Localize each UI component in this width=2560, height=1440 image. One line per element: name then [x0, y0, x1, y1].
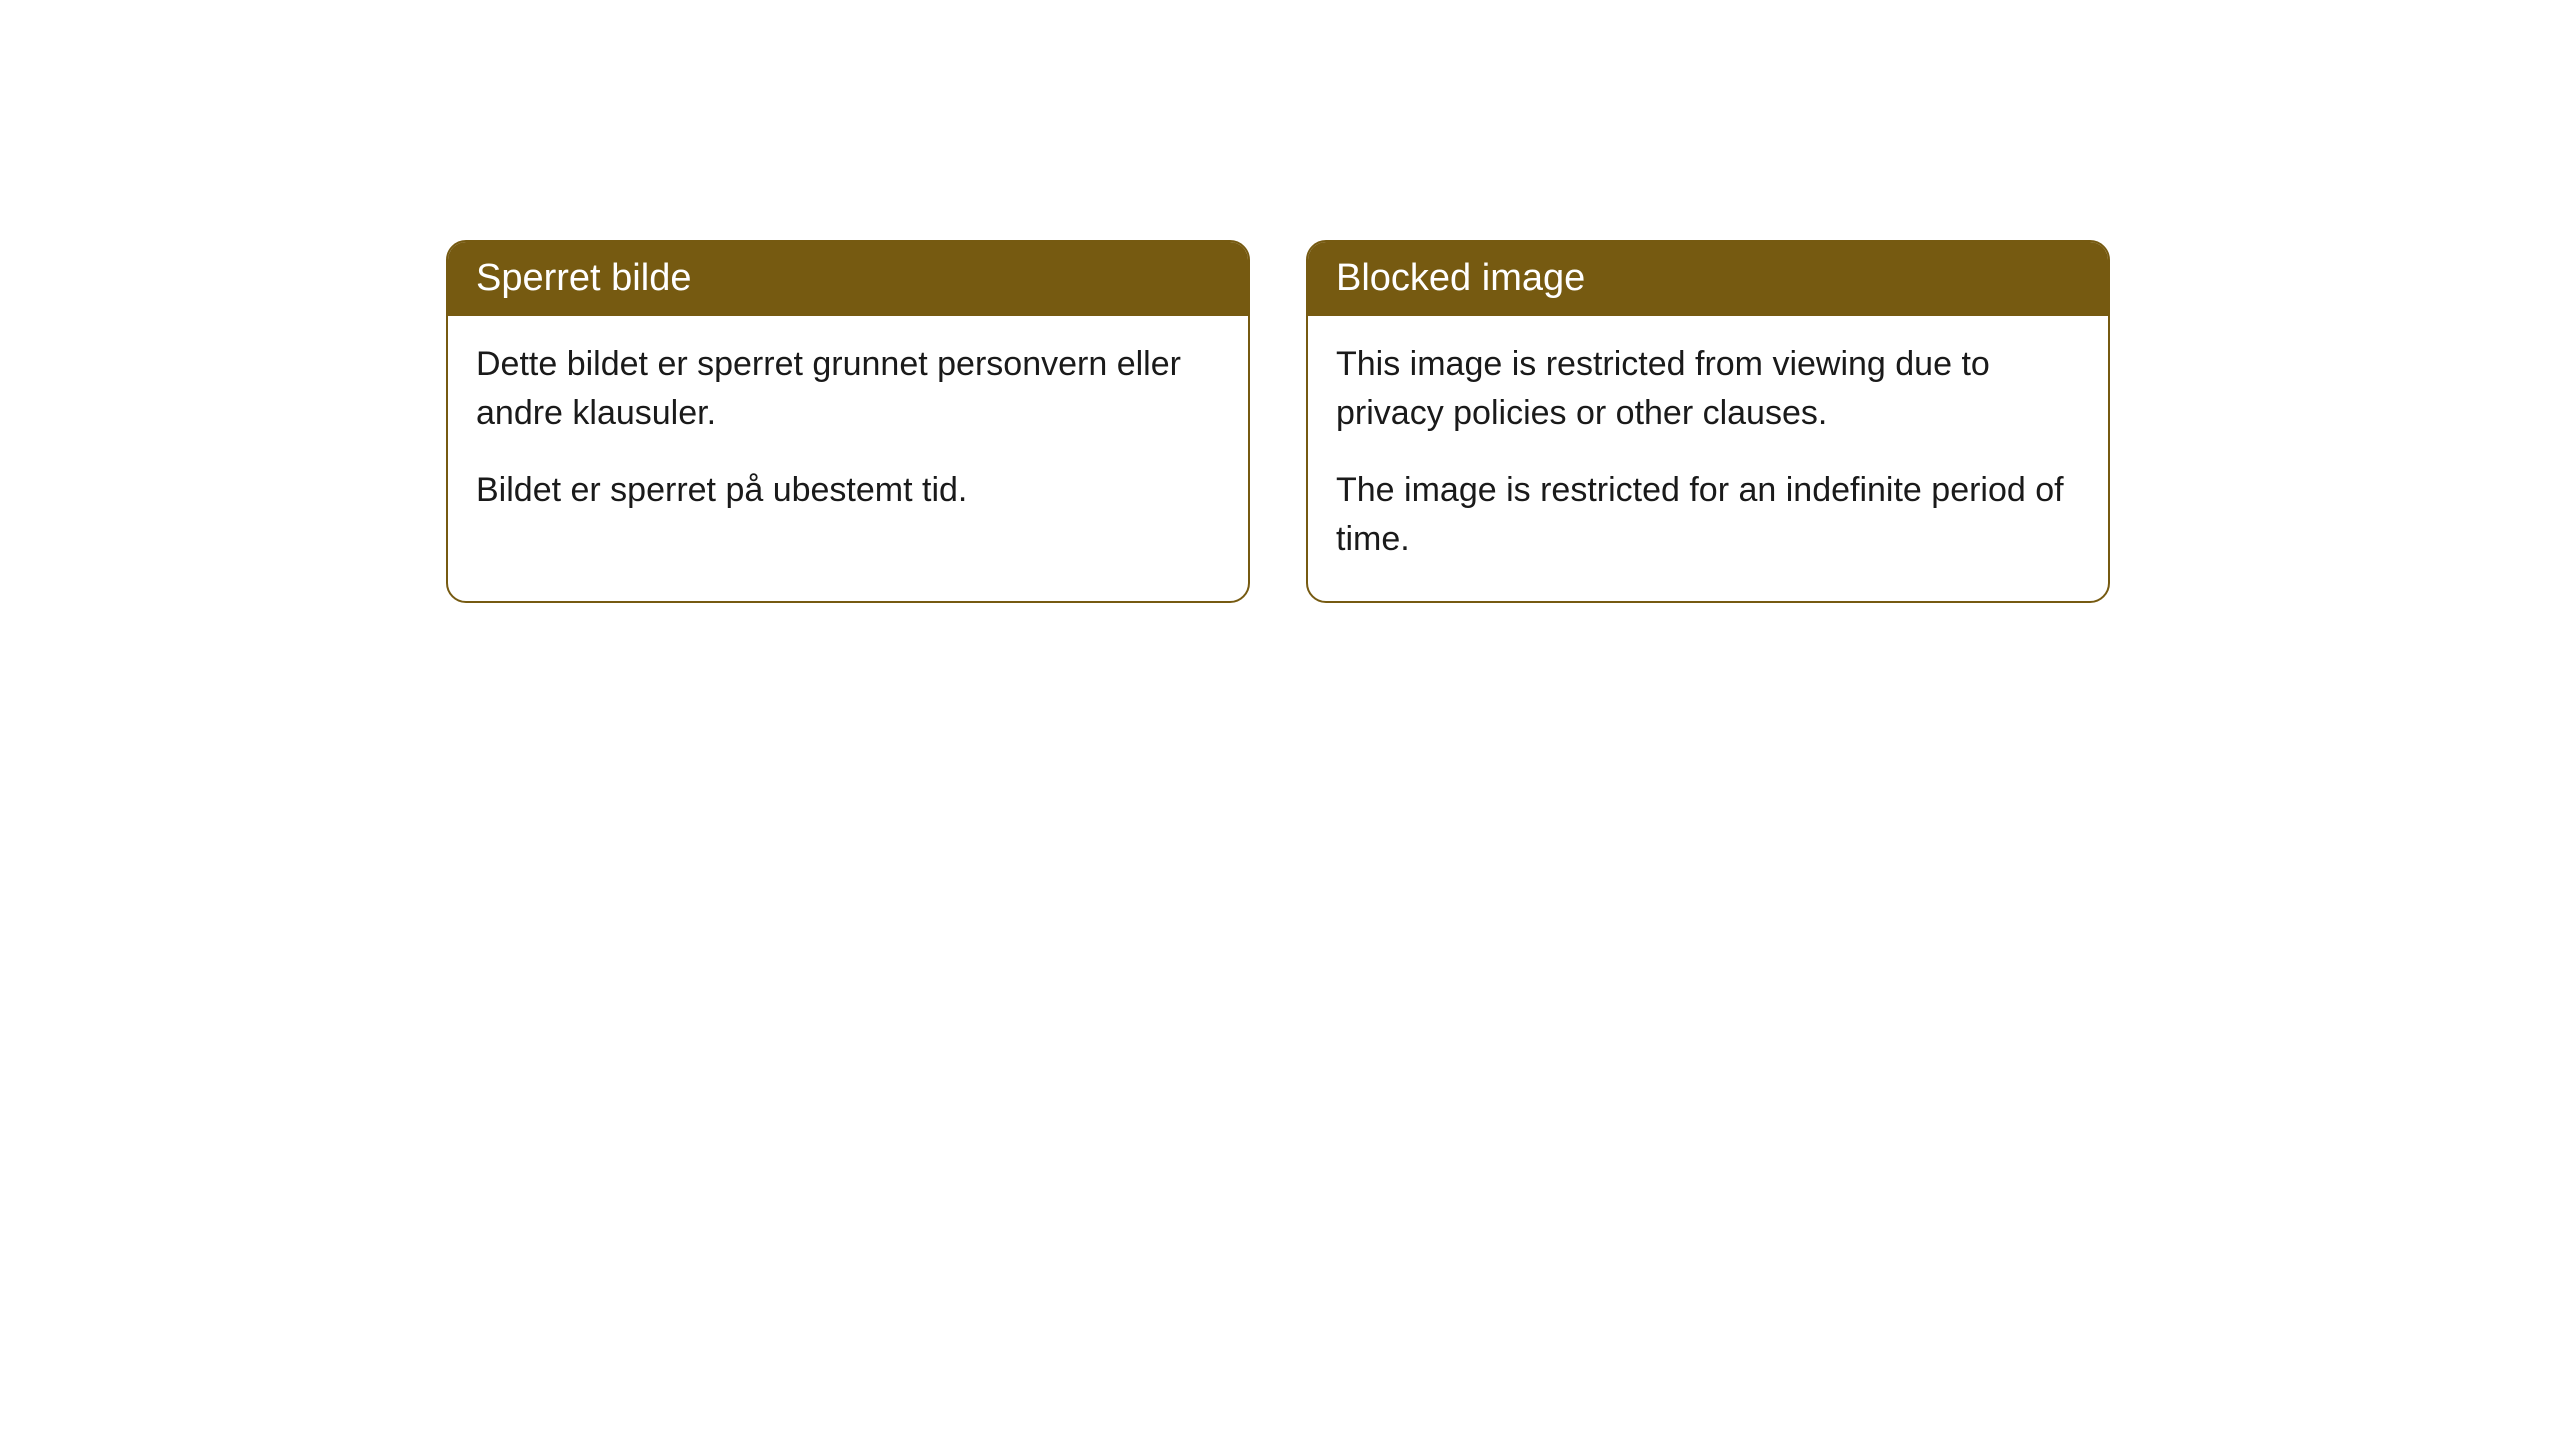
card-para1-english: This image is restricted from viewing du… — [1336, 340, 2080, 439]
card-para1-norwegian: Dette bildet er sperret grunnet personve… — [476, 340, 1220, 439]
card-body-english: This image is restricted from viewing du… — [1308, 316, 2108, 601]
card-body-norwegian: Dette bildet er sperret grunnet personve… — [448, 316, 1248, 552]
card-title-norwegian: Sperret bilde — [448, 242, 1248, 316]
card-para2-norwegian: Bildet er sperret på ubestemt tid. — [476, 466, 1220, 515]
notice-container: Sperret bilde Dette bildet er sperret gr… — [0, 0, 2560, 603]
notice-card-english: Blocked image This image is restricted f… — [1306, 240, 2110, 603]
notice-card-norwegian: Sperret bilde Dette bildet er sperret gr… — [446, 240, 1250, 603]
card-title-english: Blocked image — [1308, 242, 2108, 316]
card-para2-english: The image is restricted for an indefinit… — [1336, 466, 2080, 565]
